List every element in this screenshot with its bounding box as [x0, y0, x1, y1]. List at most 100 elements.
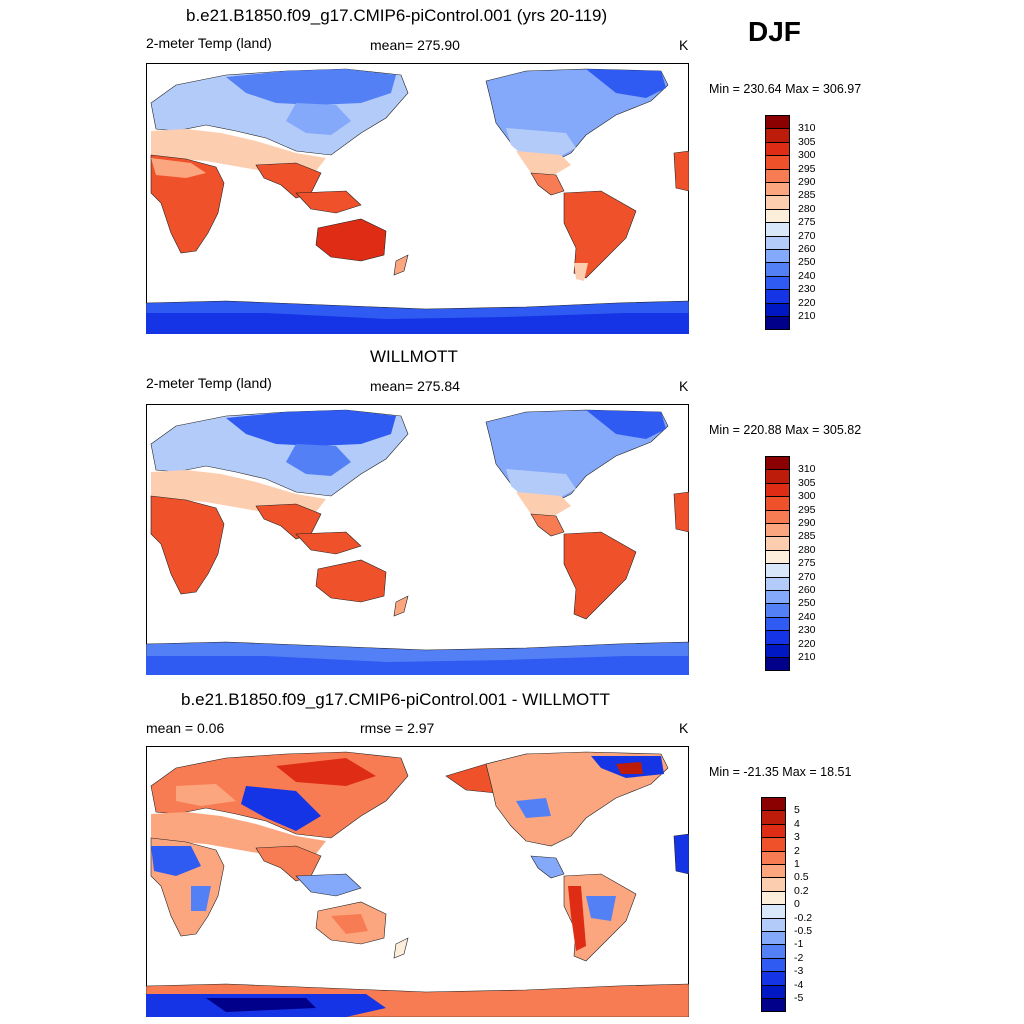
panel2-colorbar: 310 305 300 295 290 285 280 275 270 260 250 240 230 2…	[765, 456, 830, 672]
panel1-units-label: K	[679, 37, 689, 53]
colorbar-tick-label: 310	[798, 463, 816, 476]
colorbar-swatch	[765, 289, 790, 304]
colorbar-tick-label: 310	[798, 122, 816, 135]
colorbar-swatch	[761, 890, 786, 906]
colorbar-tick-label: 240	[798, 269, 816, 282]
colorbar-tick-label: 220	[798, 637, 816, 650]
colorbar-swatch	[765, 141, 790, 157]
colorbar-swatch	[761, 931, 786, 946]
colorbar-tick-label: 295	[798, 503, 816, 516]
colorbar-swatch	[765, 523, 790, 538]
colorbar-tick-label: 240	[798, 610, 816, 623]
colorbar-tick-label: 4	[794, 817, 800, 830]
panel3-units-label: K	[679, 720, 689, 736]
colorbar-swatch	[765, 469, 790, 484]
colorbar-swatch	[765, 496, 790, 511]
panel3-map	[146, 746, 689, 1017]
colorbar-tick-label: 305	[798, 476, 816, 489]
colorbar-swatch	[765, 115, 790, 130]
colorbar-tick-label: 220	[798, 296, 816, 309]
colorbar-tick-label: 0.2	[794, 884, 809, 897]
colorbar-tick-label: 210	[798, 310, 816, 322]
panel2-map	[146, 404, 689, 675]
colorbar-tick-label: 285	[798, 530, 816, 543]
colorbar-swatch	[765, 182, 790, 197]
panel3-colorbar: 5 4 3 2 1 0.5 0.2 0 -0.2 -0.5 -1 -2 -3 -4 -5	[761, 797, 826, 1013]
season-label: DJF	[748, 16, 801, 47]
colorbar-swatch	[765, 249, 790, 264]
colorbar-tick-label: -1	[794, 938, 804, 951]
panel3-title: b.e21.B1850.f09_g17.CMIP6-piControl.001 …	[181, 690, 610, 709]
colorbar-swatch	[765, 616, 790, 632]
colorbar-swatch	[765, 275, 790, 291]
panel3-minmax: Min = -21.35 Max = 18.51	[709, 765, 852, 779]
colorbar-swatch	[761, 944, 786, 959]
colorbar-tick-label: 260	[798, 584, 816, 596]
colorbar-tick-label: -3	[794, 965, 804, 978]
colorbar-swatch	[761, 917, 786, 932]
panel3-mean-label: mean = 0.06	[146, 720, 225, 736]
panel3-rmse-label: rmse = 2.97	[360, 720, 435, 736]
colorbar-swatch	[761, 957, 786, 973]
colorbar-tick-label: 280	[798, 543, 816, 556]
colorbar-tick-label: 300	[798, 149, 816, 162]
colorbar-tick-label: 290	[798, 517, 816, 529]
colorbar-swatch	[765, 456, 790, 471]
panel2-mean-label: mean= 275.84	[370, 378, 460, 394]
colorbar-swatch	[765, 302, 790, 317]
colorbar-tick-label: 0.5	[794, 871, 809, 884]
panel1-title: b.e21.B1850.f09_g17.CMIP6-piControl.001 …	[186, 6, 608, 25]
colorbar-tick-label: 280	[798, 202, 816, 215]
colorbar-tick-label: 260	[798, 243, 816, 255]
colorbar-swatch	[765, 262, 790, 277]
colorbar-swatch	[761, 810, 786, 825]
colorbar-tick-label: 230	[798, 283, 816, 296]
colorbar-tick-label: 2	[794, 844, 800, 857]
panel1-map	[146, 63, 689, 334]
panel1-minmax: Min = 230.64 Max = 306.97	[709, 82, 862, 96]
colorbar-tick-label: -5	[794, 992, 804, 1004]
colorbar-swatch	[765, 208, 790, 224]
colorbar-tick-label: 230	[798, 624, 816, 637]
colorbar-swatch	[765, 603, 790, 618]
colorbar-swatch	[765, 316, 790, 331]
colorbar-swatch	[765, 155, 790, 170]
colorbar-tick-label: 1	[794, 858, 800, 870]
colorbar-swatch	[765, 128, 790, 143]
colorbar-swatch	[761, 971, 786, 986]
colorbar-tick-label: 270	[798, 570, 816, 583]
colorbar-tick-label: 290	[798, 176, 816, 188]
colorbar-swatch	[765, 549, 790, 565]
panel2-minmax: Min = 220.88 Max = 305.82	[709, 423, 862, 437]
colorbar-tick-label: -4	[794, 978, 804, 991]
colorbar-tick-label: 300	[798, 490, 816, 503]
colorbar-tick-label: -0.2	[794, 911, 813, 924]
colorbar-tick-label: 210	[798, 651, 816, 663]
colorbar-swatch	[765, 195, 790, 210]
colorbar-swatch	[765, 643, 790, 658]
colorbar-swatch	[761, 797, 786, 812]
colorbar-swatch	[765, 563, 790, 578]
colorbar-swatch	[761, 850, 786, 865]
colorbar-swatch	[761, 904, 786, 919]
colorbar-swatch	[761, 864, 786, 879]
colorbar-tick-label: 275	[798, 557, 816, 570]
colorbar-tick-label: 5	[794, 804, 800, 817]
colorbar-swatch	[761, 998, 786, 1013]
panel2-variable-label: 2-meter Temp (land)	[146, 375, 272, 391]
colorbar-tick-label: 250	[798, 597, 816, 610]
colorbar-tick-label: 250	[798, 256, 816, 269]
colorbar-swatch	[765, 509, 790, 524]
colorbar-swatch	[765, 630, 790, 645]
colorbar-tick-label: 275	[798, 216, 816, 229]
colorbar-swatch	[765, 168, 790, 183]
colorbar-swatch	[765, 235, 790, 250]
colorbar-tick-label: 295	[798, 162, 816, 175]
colorbar-swatch	[765, 536, 790, 551]
colorbar-swatch	[761, 823, 786, 839]
colorbar-swatch	[765, 657, 790, 672]
panel1-mean-label: mean= 275.90	[370, 37, 460, 53]
panel1-variable-label: 2-meter Temp (land)	[146, 35, 272, 51]
colorbar-swatch	[765, 576, 790, 591]
panel1-colorbar: 310 305 300 295 290 285 280 275 270 260 250 240 230 2…	[765, 115, 830, 331]
